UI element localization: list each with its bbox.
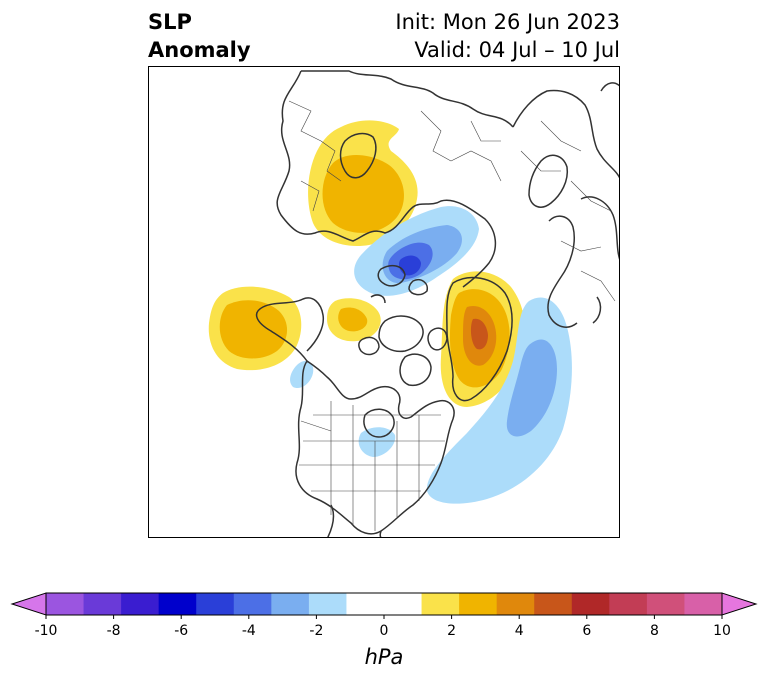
colorbar-segment xyxy=(46,593,85,615)
high-greenland xyxy=(440,271,526,407)
colorbar-segment xyxy=(684,593,723,615)
colorbar-tick-label: 8 xyxy=(650,623,659,639)
high-scandinavia-russia xyxy=(308,120,418,247)
colorbar-tick-label: -10 xyxy=(35,623,58,639)
colorbar-segment xyxy=(196,593,235,615)
figure-title: SLP Anomaly xyxy=(148,8,251,64)
colorbar-segment xyxy=(384,593,423,615)
colorbar-segment xyxy=(646,593,685,615)
init-date: Init: Mon 26 Jun 2023 xyxy=(395,10,620,34)
valid-range: Valid: 04 Jul – 10 Jul xyxy=(414,38,620,62)
colorbar-segment xyxy=(158,593,197,615)
colorbar-segment xyxy=(571,593,610,615)
colorbar-segment xyxy=(233,593,272,615)
colorbar-segment xyxy=(496,593,535,615)
colorbar-segment xyxy=(83,593,122,615)
colorbar-extend-low xyxy=(10,592,47,616)
high-alaska-pacific xyxy=(208,286,302,371)
colorbar-tick-label: -8 xyxy=(107,623,121,639)
high-beaufort xyxy=(327,298,381,342)
title-line-1: SLP xyxy=(148,10,192,34)
colorbar: -10 -8 -6 -4 -2 0 2 4 6 8 10 xyxy=(10,592,758,639)
colorbar-segment xyxy=(609,593,648,615)
map-panel xyxy=(148,66,620,538)
colorbar-tick-label: 2 xyxy=(447,623,456,639)
colorbar-tick-label: -6 xyxy=(174,623,188,639)
anomaly-map xyxy=(208,70,619,537)
colorbar-tick-label: -2 xyxy=(309,623,323,639)
positive-anomaly-shading xyxy=(208,120,526,407)
political-borders xyxy=(288,100,616,531)
colorbar-segment xyxy=(271,593,310,615)
colorbar-tick-label: 10 xyxy=(713,623,731,639)
colorbar-tick-label: 4 xyxy=(515,623,524,639)
colorbar-segments xyxy=(10,592,758,616)
negative-anomaly-shading xyxy=(290,206,572,504)
colorbar-tick-label: 0 xyxy=(380,623,389,639)
colorbar-segment xyxy=(421,593,460,615)
colorbar-segment xyxy=(346,593,385,615)
colorbar-tick-label: 6 xyxy=(582,623,591,639)
colorbar-ticks: -10 -8 -6 -4 -2 0 2 4 6 8 10 xyxy=(35,615,731,639)
colorbar-segment xyxy=(459,593,498,615)
title-line-2: Anomaly xyxy=(148,38,251,62)
colorbar-unit-label: hPa xyxy=(364,645,404,669)
colorbar-tick-label: -4 xyxy=(242,623,256,639)
colorbar-segment xyxy=(534,593,573,615)
colorbar-extend-high xyxy=(721,592,758,616)
coastlines xyxy=(255,70,619,537)
colorbar-segment xyxy=(121,593,160,615)
forecast-dates: Init: Mon 26 Jun 2023 Valid: 04 Jul – 10… xyxy=(395,8,620,64)
low-north-atlantic xyxy=(426,297,572,504)
colorbar-segment xyxy=(308,593,347,615)
low-pacific-small xyxy=(290,360,314,389)
